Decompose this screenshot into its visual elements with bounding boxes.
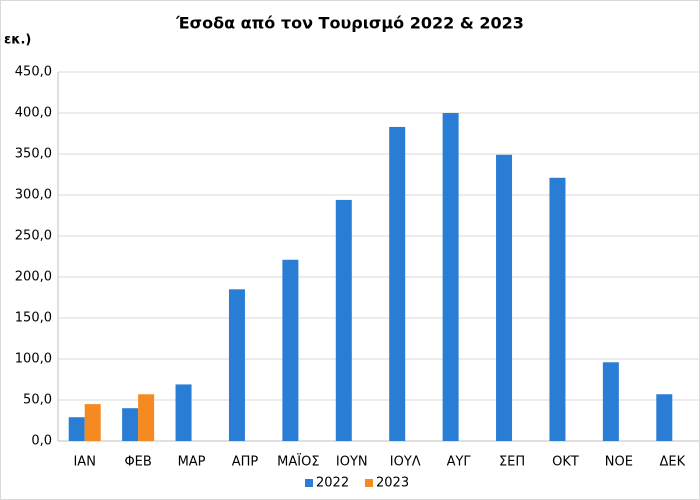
bar bbox=[84, 404, 101, 441]
y-tick-label: 150,0 bbox=[15, 311, 52, 326]
y-tick-label: 350,0 bbox=[15, 147, 52, 162]
x-tick-label: ΣΕΠ bbox=[499, 455, 525, 470]
y-tick-label: 450,0 bbox=[15, 65, 52, 80]
bar bbox=[442, 113, 459, 441]
bar bbox=[389, 126, 406, 441]
bar bbox=[138, 394, 155, 441]
legend-label: 2022 bbox=[316, 476, 349, 491]
bar bbox=[549, 177, 566, 441]
x-tick-label: ΟΚΤ bbox=[552, 455, 579, 470]
bar bbox=[228, 289, 245, 441]
y-tick-label: 250,0 bbox=[15, 229, 52, 244]
legend-swatch bbox=[365, 479, 373, 487]
chart-title: Έσοδα από τον Τουρισμό 2022 & 2023 bbox=[175, 14, 524, 33]
bar bbox=[122, 408, 139, 441]
y-tick-label: 300,0 bbox=[15, 188, 52, 203]
x-tick-label: ΙΑΝ bbox=[73, 455, 95, 470]
x-tick-label: ΜΑΡ bbox=[178, 455, 206, 470]
bar bbox=[602, 362, 619, 441]
y-axis-label: εκ.) bbox=[4, 33, 31, 48]
x-tick-label: ΑΥΓ bbox=[447, 455, 472, 470]
y-tick-label: 100,0 bbox=[15, 352, 52, 367]
bar bbox=[335, 199, 352, 441]
y-tick-label: 0,0 bbox=[31, 434, 52, 449]
legend-label: 2023 bbox=[376, 476, 409, 491]
bar bbox=[282, 259, 299, 441]
x-tick-label: ΑΠΡ bbox=[232, 455, 259, 470]
x-tick-label: ΦΕΒ bbox=[124, 455, 151, 470]
y-tick-label: 50,0 bbox=[23, 393, 52, 408]
legend-swatch bbox=[305, 479, 313, 487]
bar bbox=[656, 394, 673, 441]
y-tick-label: 200,0 bbox=[15, 270, 52, 285]
y-tick-label: 400,0 bbox=[15, 106, 52, 121]
x-tick-label: ΙΟΥΛ bbox=[390, 455, 421, 470]
bar bbox=[68, 417, 85, 441]
x-tick-label: ΜΑΪΟΣ bbox=[277, 454, 319, 470]
x-tick-label: ΔΕΚ bbox=[659, 455, 685, 470]
bar bbox=[175, 384, 192, 441]
bar bbox=[496, 154, 513, 441]
x-tick-label: ΙΟΥΝ bbox=[336, 455, 368, 470]
x-tick-label: ΝΟΕ bbox=[605, 455, 633, 470]
